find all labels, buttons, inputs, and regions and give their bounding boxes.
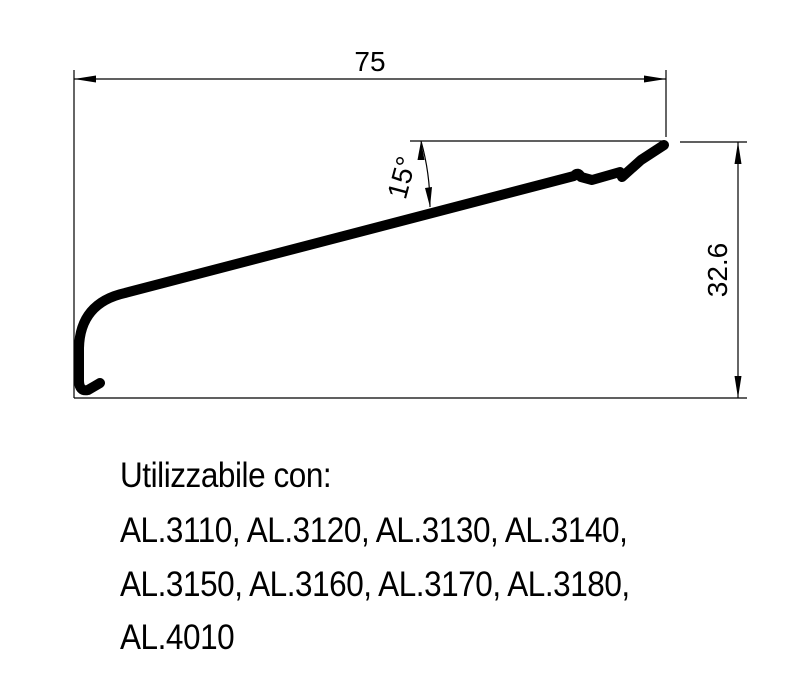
height-arrow-top xyxy=(734,142,742,164)
width-dimension-label: 75 xyxy=(354,46,385,77)
profile-section xyxy=(74,140,669,396)
compatibility-heading: Utilizzabile con: xyxy=(120,456,332,495)
angle-arrow-top xyxy=(417,141,425,160)
angle-dimension-label: 15° xyxy=(381,153,422,202)
width-arrow-left xyxy=(74,75,96,83)
compatibility-list-line: AL.4010 xyxy=(120,618,235,657)
width-dimension: 75 xyxy=(73,46,667,398)
compatibility-list-line: AL.3150, AL.3160, AL.3170, AL.3180, xyxy=(120,565,630,604)
height-arrow-bottom xyxy=(734,376,742,398)
angle-arrow-bottom xyxy=(425,187,432,207)
height-dimension: 32.6 xyxy=(74,141,747,399)
width-arrow-right xyxy=(644,75,666,83)
compatibility-list-line: AL.3110, AL.3120, AL.3130, AL.3140, xyxy=(120,511,628,550)
height-dimension-label: 32.6 xyxy=(702,243,733,298)
